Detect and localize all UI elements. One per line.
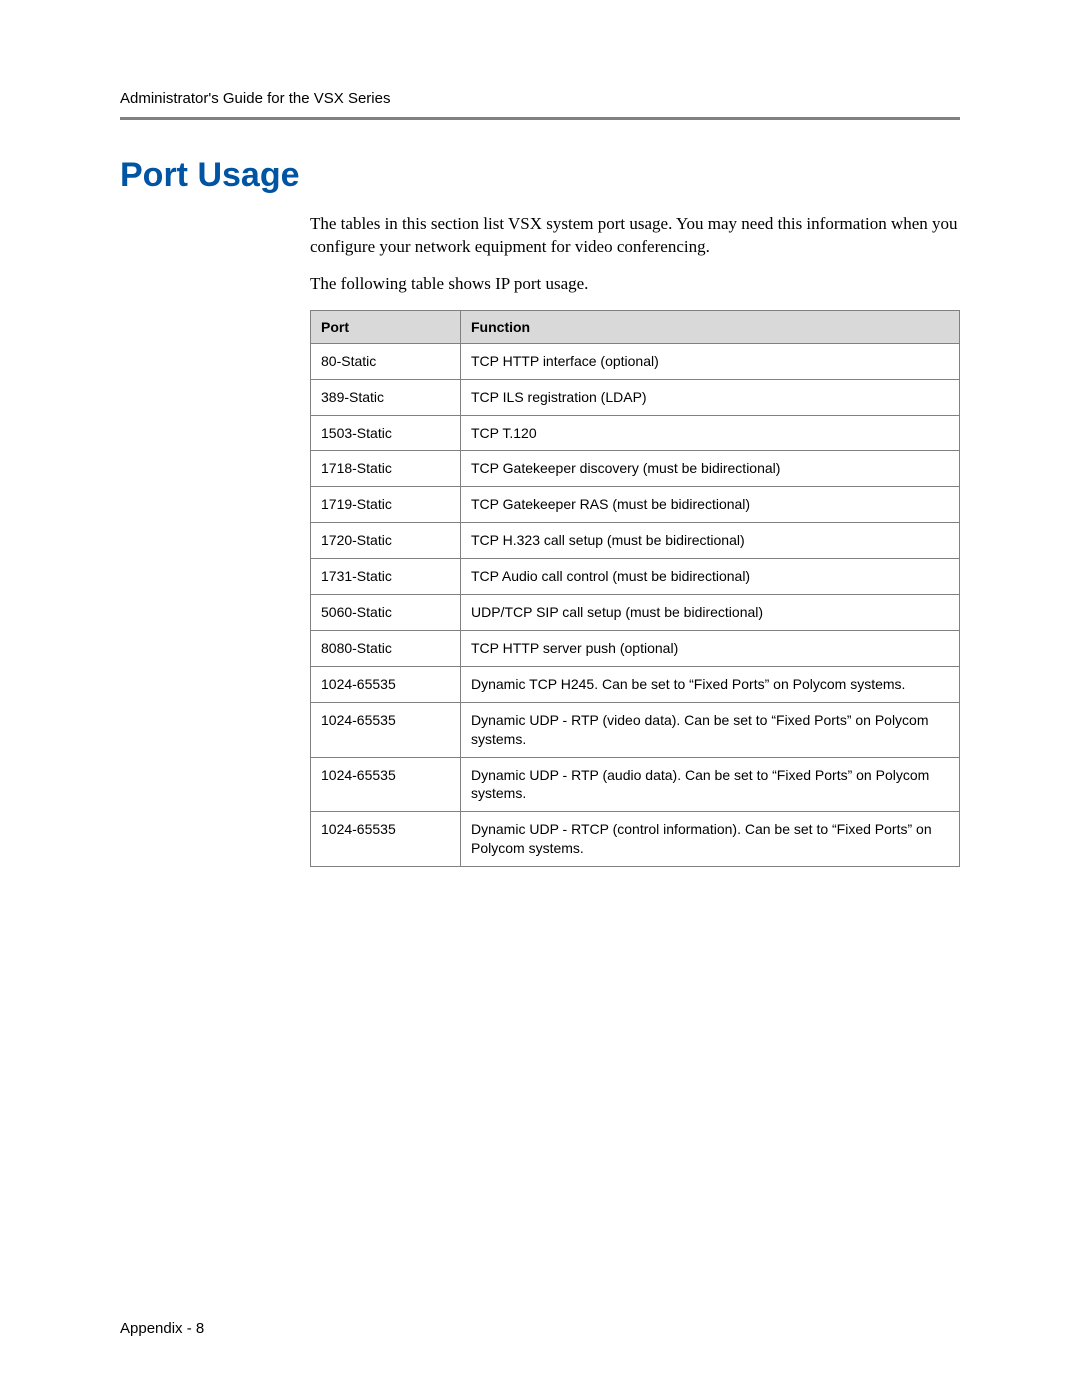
page: Administrator's Guide for the VSX Series… (0, 0, 1080, 1397)
col-header-function: Function (461, 310, 960, 343)
page-footer: Appendix - 8 (120, 1320, 204, 1337)
table-row: 1720-StaticTCP H.323 call setup (must be… (311, 523, 960, 559)
cell-function: TCP ILS registration (LDAP) (461, 379, 960, 415)
lead-paragraph: The following table shows IP port usage. (310, 273, 960, 296)
table-header-row: Port Function (311, 310, 960, 343)
cell-port: 80-Static (311, 343, 461, 379)
cell-function: TCP Audio call control (must be bidirect… (461, 559, 960, 595)
table-row: 1024-65535Dynamic UDP - RTCP (control in… (311, 812, 960, 867)
cell-port: 1024-65535 (311, 812, 461, 867)
table-row: 5060-StaticUDP/TCP SIP call setup (must … (311, 595, 960, 631)
intro-paragraph: The tables in this section list VSX syst… (310, 213, 960, 259)
table-row: 1024-65535Dynamic UDP - RTP (audio data)… (311, 757, 960, 812)
table-body: 80-StaticTCP HTTP interface (optional)38… (311, 343, 960, 866)
cell-function: UDP/TCP SIP call setup (must be bidirect… (461, 595, 960, 631)
cell-function: TCP T.120 (461, 415, 960, 451)
port-usage-table: Port Function 80-StaticTCP HTTP interfac… (310, 310, 960, 867)
cell-function: TCP HTTP interface (optional) (461, 343, 960, 379)
table-row: 1718-StaticTCP Gatekeeper discovery (mus… (311, 451, 960, 487)
cell-function: Dynamic TCP H245. Can be set to “Fixed P… (461, 666, 960, 702)
cell-function: Dynamic UDP - RTP (audio data). Can be s… (461, 757, 960, 812)
cell-port: 1024-65535 (311, 757, 461, 812)
cell-function: Dynamic UDP - RTP (video data). Can be s… (461, 702, 960, 757)
cell-port: 1720-Static (311, 523, 461, 559)
header-rule (120, 117, 960, 120)
cell-port: 1503-Static (311, 415, 461, 451)
table-row: 1024-65535Dynamic TCP H245. Can be set t… (311, 666, 960, 702)
port-table-wrap: Port Function 80-StaticTCP HTTP interfac… (310, 310, 960, 867)
cell-port: 1024-65535 (311, 666, 461, 702)
cell-port: 1024-65535 (311, 702, 461, 757)
table-row: 1024-65535Dynamic UDP - RTP (video data)… (311, 702, 960, 757)
cell-port: 389-Static (311, 379, 461, 415)
table-row: 1503-StaticTCP T.120 (311, 415, 960, 451)
table-row: 80-StaticTCP HTTP interface (optional) (311, 343, 960, 379)
section-title: Port Usage (120, 156, 960, 195)
table-row: 1719-StaticTCP Gatekeeper RAS (must be b… (311, 487, 960, 523)
cell-function: TCP Gatekeeper discovery (must be bidire… (461, 451, 960, 487)
cell-function: TCP H.323 call setup (must be bidirectio… (461, 523, 960, 559)
cell-function: Dynamic UDP - RTCP (control information)… (461, 812, 960, 867)
table-row: 389-StaticTCP ILS registration (LDAP) (311, 379, 960, 415)
cell-port: 1718-Static (311, 451, 461, 487)
cell-port: 1731-Static (311, 559, 461, 595)
body-text-block: The tables in this section list VSX syst… (310, 213, 960, 296)
table-row: 8080-StaticTCP HTTP server push (optiona… (311, 630, 960, 666)
table-row: 1731-StaticTCP Audio call control (must … (311, 559, 960, 595)
cell-function: TCP Gatekeeper RAS (must be bidirectiona… (461, 487, 960, 523)
cell-port: 5060-Static (311, 595, 461, 631)
cell-port: 1719-Static (311, 487, 461, 523)
cell-function: TCP HTTP server push (optional) (461, 630, 960, 666)
cell-port: 8080-Static (311, 630, 461, 666)
col-header-port: Port (311, 310, 461, 343)
running-header: Administrator's Guide for the VSX Series (120, 90, 960, 107)
